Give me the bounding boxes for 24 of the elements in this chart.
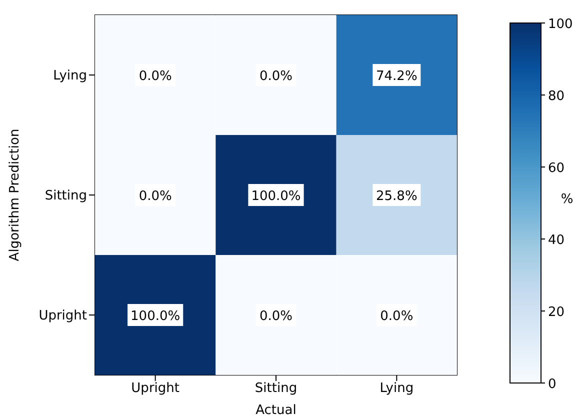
y-axis-title: Algorithm Prediction	[8, 128, 23, 262]
data-label: 0.0%	[138, 69, 172, 84]
color-bar-label: 80	[548, 89, 565, 104]
data-label: 0.0%	[259, 309, 293, 324]
data-label: 0.0%	[138, 189, 172, 204]
color-bar-label: 40	[548, 233, 565, 248]
x-tick-label: Sitting	[254, 381, 298, 396]
color-bar-title: %	[560, 192, 574, 207]
data-label: 0.0%	[259, 69, 293, 84]
data-label: 0.0%	[380, 309, 414, 324]
y-tick-label: Sitting	[44, 188, 87, 204]
data-label: 100.0%	[130, 309, 180, 324]
x-tick-label: Lying	[380, 381, 414, 396]
data-label: 25.8%	[376, 189, 418, 204]
color-bar-label: 60	[548, 161, 565, 176]
data-label: 74.2%	[376, 69, 418, 84]
color-bar-label: 0	[548, 377, 556, 392]
color-bar-label: 100	[548, 17, 573, 32]
x-axis-title: Actual	[256, 403, 296, 418]
x-tick-label: Upright	[131, 381, 180, 396]
y-tick-label: Upright	[38, 308, 87, 324]
y-tick-label: Lying	[53, 68, 87, 84]
data-label: 100.0%	[251, 189, 301, 204]
color-bar-label: 20	[548, 305, 565, 320]
